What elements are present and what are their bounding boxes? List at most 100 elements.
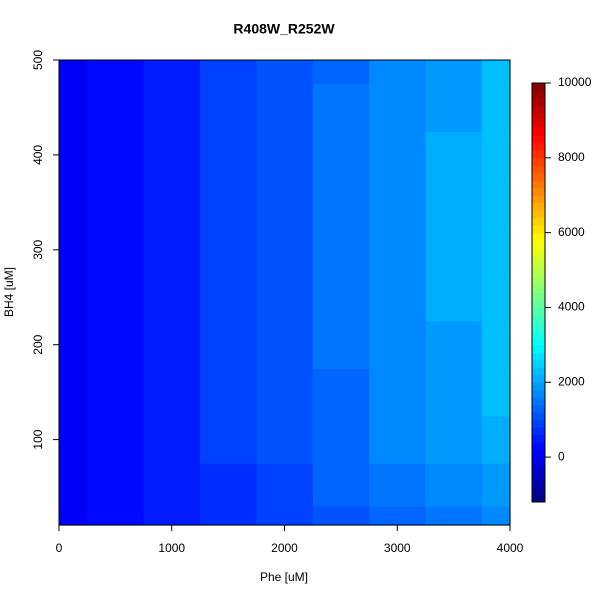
colorbar-band [532, 202, 545, 211]
colorbar-band [532, 427, 545, 436]
contour-cell [59, 226, 88, 275]
contour-cell [199, 415, 257, 464]
contour-cell [425, 273, 483, 322]
contour-cell [481, 368, 511, 417]
chart-title: R408W_R252W [233, 21, 335, 37]
contour-cell [312, 368, 370, 417]
colorbar-band [532, 180, 545, 189]
x-tick-label: 3000 [384, 541, 411, 555]
contour-cell [87, 506, 145, 526]
contour-field [59, 60, 511, 526]
contour-cell [256, 273, 314, 322]
contour-cell [87, 463, 145, 507]
contour-cell [425, 178, 483, 227]
contour-cell [481, 506, 511, 526]
colorbar-band [532, 344, 545, 353]
contour-cell [312, 83, 370, 132]
colorbar-band [532, 157, 545, 166]
colorbar-band [532, 120, 545, 129]
contour-cell [87, 83, 145, 132]
colorbar-tick-label: 6000 [558, 225, 585, 239]
contour-cell [369, 506, 427, 526]
contour-cell [481, 320, 511, 370]
contour-cell [87, 226, 145, 275]
contour-cell [143, 415, 201, 464]
contour-cell [59, 178, 88, 227]
contour-cell [59, 273, 88, 322]
contour-cell [87, 178, 145, 227]
contour-cell [143, 368, 201, 417]
colorbar-band [532, 397, 545, 406]
contour-cell [481, 60, 511, 85]
colorbar-band [532, 105, 545, 114]
colorbar-band [532, 299, 545, 308]
contour-cell [59, 506, 88, 526]
contour-cell [143, 178, 201, 227]
contour-cell [312, 320, 370, 370]
colorbar-band [532, 127, 545, 136]
colorbar-band [532, 314, 545, 323]
contour-cell [481, 131, 511, 180]
contour-cell [256, 368, 314, 417]
colorbar-tick-label: 4000 [558, 300, 585, 314]
x-axis-label: Phe [uM] [260, 570, 308, 584]
colorbar-band [532, 382, 545, 391]
colorbar-band [532, 352, 545, 361]
colorbar-frame [531, 82, 546, 503]
colorbar-band [532, 374, 545, 383]
y-tick-label: 500 [31, 50, 45, 70]
x-tick-label: 2000 [271, 541, 298, 555]
contour-cell [256, 178, 314, 227]
contour-cell [369, 226, 427, 275]
contour-cell [199, 60, 257, 85]
contour-cell [59, 83, 88, 132]
contour-cell [256, 60, 314, 85]
colorbar-band [532, 135, 545, 144]
contour-cell [87, 131, 145, 180]
colorbar-tick-label: 0 [558, 449, 565, 463]
colorbar-band [532, 442, 545, 451]
contour-cell [425, 60, 483, 85]
contour-cell [369, 60, 427, 85]
contour-cell [199, 83, 257, 132]
contour-cell [199, 131, 257, 180]
contour-cell [143, 463, 201, 507]
colorbar-band [532, 210, 545, 219]
colorbar-band [532, 494, 545, 503]
colorbar-band [532, 262, 545, 271]
contour-cell [312, 60, 370, 85]
colorbar-band [532, 255, 545, 264]
colorbar-band [532, 285, 545, 293]
colorbar-band [532, 337, 545, 346]
y-tick-label: 400 [31, 145, 45, 165]
contour-cell [256, 506, 314, 526]
y-tick-label: 300 [31, 239, 45, 259]
contour-cell [87, 320, 145, 370]
y-tick-label: 100 [31, 429, 45, 449]
contour-cell [59, 415, 88, 464]
colorbar-band [532, 247, 545, 256]
colorbar-band [532, 195, 545, 204]
contour-cell [425, 131, 483, 180]
colorbar-tick-label: 2000 [558, 374, 585, 388]
colorbar-tick-label: 10000 [558, 75, 592, 89]
colorbar-band [532, 142, 545, 151]
colorbar-band [532, 419, 545, 428]
colorbar-band [532, 172, 545, 181]
contour-cell [425, 320, 483, 370]
contour-cell [481, 83, 511, 132]
contour-cell [143, 506, 201, 526]
contour-cell [87, 273, 145, 322]
colorbar-band [532, 97, 545, 106]
contour-cell [199, 320, 257, 370]
colorbar-tick-label: 8000 [558, 150, 585, 164]
colorbar-band [532, 457, 545, 466]
colorbar-band [532, 404, 545, 413]
contour-cell [369, 368, 427, 417]
contour-cell [312, 226, 370, 275]
contour-cell [256, 83, 314, 132]
contour-cell [143, 131, 201, 180]
contour-cell [256, 320, 314, 370]
contour-cell [143, 273, 201, 322]
contour-cell [256, 226, 314, 275]
